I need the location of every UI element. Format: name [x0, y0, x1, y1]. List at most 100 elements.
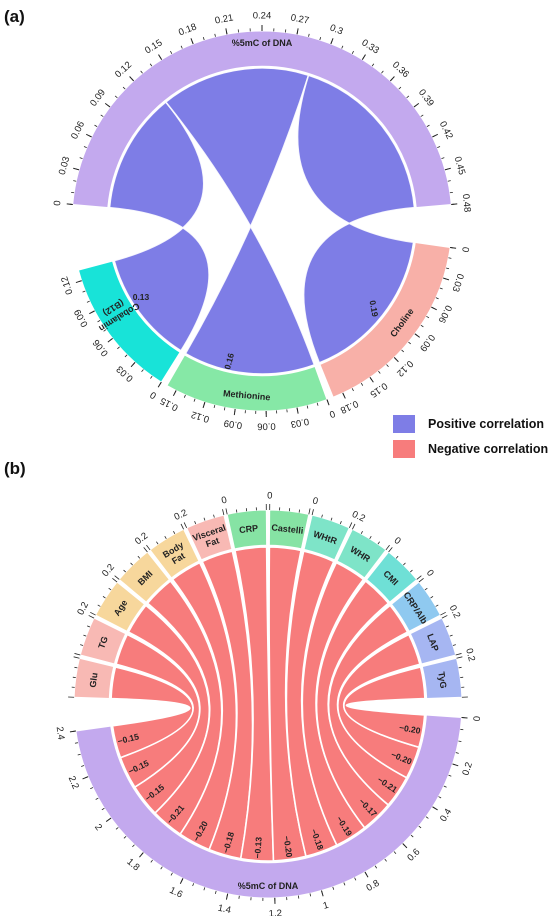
tick-minor: [83, 634, 87, 637]
panel-b-ring: [108, 544, 428, 864]
tick-minor: [74, 742, 78, 744]
panel-a-chord: 0.130.160.19%5mC of DNACholineMethionine…: [52, 11, 472, 432]
tick-minor: [112, 578, 118, 583]
chord-value-tyg: −0.20: [398, 722, 421, 736]
tick-label-dna: 0.15: [143, 37, 165, 56]
tick-minor: [321, 514, 323, 518]
tick-minor: [77, 753, 81, 756]
tick-minor: [73, 656, 80, 659]
tick-minor: [130, 562, 133, 566]
tick-major: [444, 167, 451, 171]
tick-minor: [81, 765, 85, 767]
tick-minor: [378, 370, 381, 374]
tick-label-methionine: 0.03: [290, 415, 310, 429]
tick-minor: [115, 827, 119, 830]
tick-minor: [443, 785, 447, 788]
tick-minor: [164, 536, 167, 539]
tick-label-dna-b: 0.2: [460, 761, 475, 777]
tick-minor: [108, 587, 112, 591]
tick-minor: [425, 816, 429, 819]
tick-minor: [183, 522, 188, 529]
tick-minor: [74, 653, 81, 656]
tick-major: [158, 54, 163, 60]
tick-minor: [311, 509, 314, 516]
chord-value-cobalamin-b12: 0.13: [133, 292, 150, 302]
tick-label-dna-b: 1.2: [269, 908, 283, 916]
tick-minor: [409, 569, 413, 573]
tick-minor: [150, 859, 153, 863]
tick-label-dna: 0.33: [359, 37, 381, 56]
tick-minor: [97, 320, 101, 323]
tick-minor: [83, 146, 87, 149]
tick-minor: [156, 541, 159, 545]
tick-minor: [192, 883, 195, 887]
tick-minor: [341, 45, 344, 49]
legend-swatch-negative: [393, 440, 415, 458]
tick-minor: [203, 517, 206, 521]
tick-label-dna-b: 0.8: [365, 878, 382, 894]
tick-minor: [141, 369, 144, 373]
sector-label-dna: %5mC of DNA: [232, 38, 293, 48]
tick-minor: [393, 851, 397, 855]
tick-minor: [440, 611, 446, 616]
tick-minor: [117, 346, 120, 350]
tick-minor: [214, 33, 216, 37]
tick-minor: [123, 569, 127, 573]
tick-minor: [352, 523, 356, 530]
tick-label-age: 0.2: [75, 600, 91, 617]
tick-label-dna: 0.12: [113, 60, 134, 81]
tick-minor: [348, 522, 353, 529]
tick-minor: [102, 596, 106, 599]
tick-label-dna-b: 2.2: [66, 774, 81, 790]
tick-major: [233, 409, 236, 416]
tick-label-tyg: 0.2: [463, 647, 477, 662]
tick-major: [179, 878, 184, 884]
tick-minor: [90, 787, 94, 790]
tick-minor: [403, 562, 406, 566]
tick-minor: [445, 625, 449, 628]
tick-minor: [149, 63, 153, 67]
tick-minor: [97, 604, 101, 607]
tick-label-dna: 0.36: [390, 60, 411, 81]
legend: Positive correlation Negative correlatio…: [393, 415, 548, 458]
tick-minor: [202, 37, 205, 41]
tick-minor: [458, 666, 462, 669]
tick-minor: [430, 596, 434, 599]
tick-minor: [146, 544, 151, 551]
tick-minor: [381, 70, 384, 74]
tick-minor: [401, 349, 405, 353]
tick-minor: [80, 644, 84, 646]
tick-minor: [448, 257, 452, 259]
tick-major: [361, 54, 366, 60]
tick-minor: [386, 364, 389, 368]
tick-minor: [306, 405, 309, 409]
tick-label-dna-b: 0.4: [438, 807, 454, 824]
tick-label-lap: 0.2: [447, 604, 463, 621]
tick-label-dna: 0.21: [214, 12, 234, 26]
tick-minor: [183, 394, 186, 398]
tick-label-dna: 0.45: [452, 155, 468, 176]
tick-minor: [435, 297, 439, 300]
tick-minor: [418, 578, 424, 583]
tick-minor: [332, 886, 335, 890]
tick-label-choline: 0: [459, 246, 471, 253]
tick-minor: [308, 508, 311, 515]
tick-label-dna: 0.48: [460, 193, 473, 212]
tick-label-methionine: 0.15: [159, 395, 180, 413]
tick-minor: [223, 407, 226, 411]
tick-major: [364, 871, 369, 878]
tick-minor: [114, 95, 118, 99]
sector-label-castelli: Castelli: [271, 522, 304, 535]
tick-minor: [384, 858, 387, 862]
tick-minor: [418, 825, 422, 829]
tick-label-dna-b: 0.6: [405, 847, 422, 864]
tick-label-cobalamin: 0.03: [114, 363, 135, 384]
tick-major: [85, 133, 92, 138]
tick-minor: [351, 388, 354, 392]
tick-minor: [79, 157, 83, 159]
chord-value-crp: −0.13: [252, 836, 263, 858]
tick-minor: [88, 615, 95, 619]
legend-label-negative: Negative correlation: [428, 442, 548, 456]
tick-label-methionine: 0.06: [257, 420, 276, 431]
tick-label-cobalamin: 0: [148, 389, 158, 401]
